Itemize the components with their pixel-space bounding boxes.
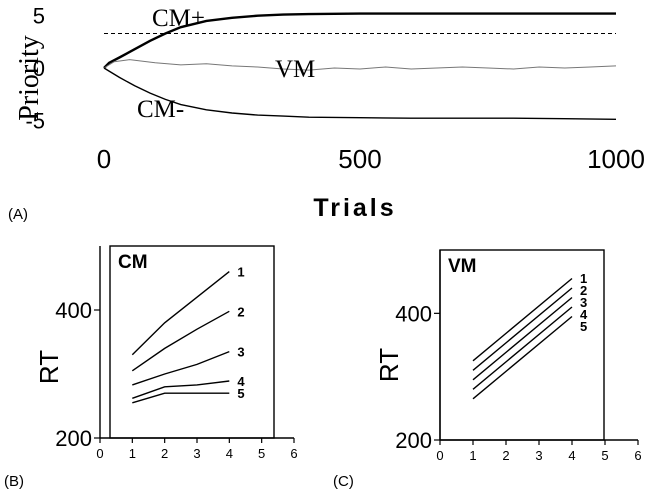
series-line-3 — [472, 296, 573, 381]
x-tick-label: 6 — [634, 448, 641, 463]
series-label: 4 — [237, 374, 245, 389]
series-label: 1 — [580, 271, 587, 286]
series-line-3 — [132, 350, 230, 386]
series-line-2 — [472, 287, 573, 371]
x-tick-label: 2 — [502, 448, 509, 463]
series-label: 5 — [237, 386, 244, 401]
x-tick-label: 0 — [436, 448, 443, 463]
y-tick-label: 200 — [55, 426, 92, 451]
series-label: CM- — [137, 96, 184, 123]
panel-a: CM+ VM CM- 5 0 -5 0 500 1000 Trials Priority — [14, 4, 645, 222]
x-tick-label: 1 — [129, 446, 136, 461]
y-tick-label: 400 — [55, 298, 92, 323]
x-tick-label: 4 — [226, 446, 233, 461]
series-line-4 — [132, 380, 230, 399]
series-line-4 — [472, 306, 573, 390]
panel-label-b: (B) — [4, 473, 24, 490]
x-tick-label: 1 — [469, 448, 476, 463]
y-tick-label: 400 — [395, 301, 432, 326]
x-tick-label: 1000 — [587, 144, 645, 174]
series-label: CM+ — [152, 5, 205, 32]
x-tick-label: 4 — [568, 448, 575, 463]
x-tick-label: 5 — [258, 446, 265, 461]
series-label: 2 — [237, 304, 244, 319]
series-line-5 — [472, 315, 573, 400]
x-tick-label: 3 — [535, 448, 542, 463]
series-label: 5 — [580, 319, 587, 334]
series-line-1 — [103, 59, 617, 71]
x-tick-label: 0 — [96, 446, 103, 461]
series-label: 3 — [580, 295, 587, 310]
y-axis-label: RT — [34, 350, 64, 384]
series-line-1 — [131, 271, 230, 356]
chart-title: VM — [448, 256, 477, 277]
y-tick-label: 5 — [33, 4, 45, 29]
series-label: 3 — [237, 345, 244, 360]
series-label: 2 — [580, 283, 587, 298]
x-tick-label: 2 — [161, 446, 168, 461]
y-axis-label: Priority — [14, 35, 45, 121]
x-tick-label: 5 — [601, 448, 608, 463]
x-tick-label: 0 — [97, 144, 111, 174]
series-line-5 — [132, 392, 230, 404]
series-line-1 — [472, 277, 573, 362]
panel-label-c: (C) — [333, 473, 354, 490]
series-line-2 — [131, 310, 230, 372]
y-tick-label: -5 — [25, 108, 45, 133]
panel-label-a: (A) — [8, 206, 28, 223]
series-label: 1 — [237, 265, 244, 280]
series-label: VM — [275, 56, 315, 83]
series-label: 4 — [580, 307, 588, 322]
series-line-0 — [103, 12, 616, 69]
y-tick-label: 0 — [33, 56, 45, 81]
chart-title: CM — [118, 252, 148, 273]
x-tick-label: 3 — [193, 446, 200, 461]
x-tick-label: 6 — [290, 446, 297, 461]
x-tick-label: 500 — [338, 144, 381, 174]
y-axis-label: RT — [374, 348, 404, 382]
series-line-2 — [103, 67, 617, 120]
plot-frame — [109, 245, 275, 439]
x-axis-label: Trials — [313, 194, 396, 222]
y-tick-label: 200 — [395, 428, 432, 453]
